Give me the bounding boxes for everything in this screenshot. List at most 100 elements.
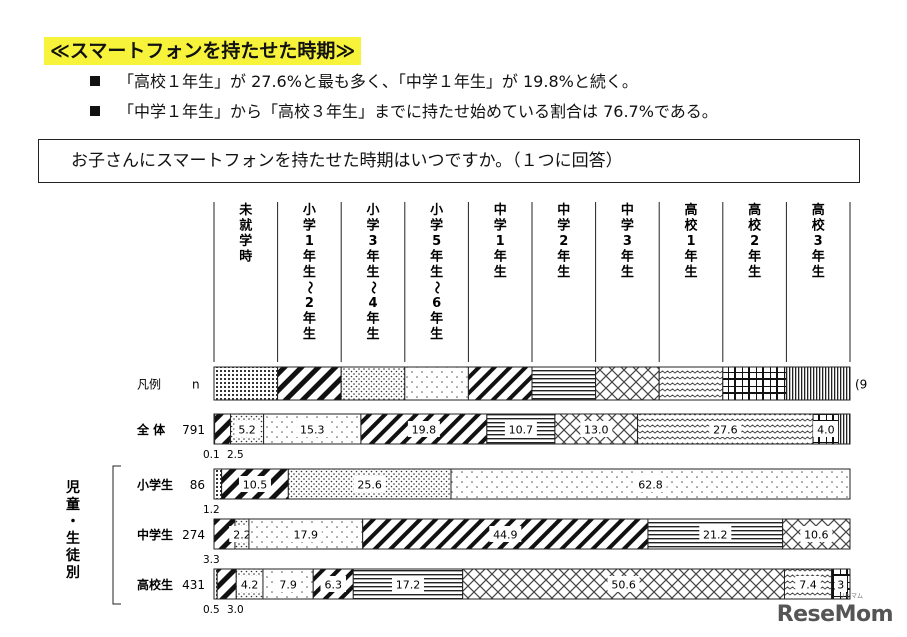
category-header-label: 高 xyxy=(684,202,697,218)
bar-segment xyxy=(838,413,851,445)
category-header-label: 生 xyxy=(366,326,379,342)
row-label: 高校生 xyxy=(137,577,173,592)
category-header-label: 中 xyxy=(557,202,570,218)
bar-value-bg xyxy=(607,576,640,592)
bar-segment xyxy=(216,568,237,600)
bar-small-value-label: 0.5 xyxy=(203,604,220,616)
category-header-label: 小 xyxy=(366,203,379,218)
resemom-logo-sub: リセマム xyxy=(838,593,863,600)
legend-n-header: n xyxy=(192,378,200,392)
category-header-label: 小 xyxy=(303,203,316,218)
group-label-char: ・ xyxy=(66,514,80,530)
bar-value-label: 62.8 xyxy=(638,479,663,492)
row-n: 791 xyxy=(182,423,205,437)
bar-value-bg xyxy=(289,526,322,542)
group-label-char: 別 xyxy=(65,565,80,581)
bar-value-bg xyxy=(489,526,522,542)
category-header-label: 学 xyxy=(557,218,570,234)
category-headers: 未就学時小学1年生～2年生小学3年生～4年生小学5年生～6年生中学1年生中学2年… xyxy=(213,202,851,362)
row-n: 86 xyxy=(190,478,205,492)
bar-value-bg xyxy=(407,421,440,437)
bullet-square-icon xyxy=(90,106,100,116)
category-header-label: ～ xyxy=(365,281,380,294)
bar-value-label: 50.6 xyxy=(611,579,636,592)
bar-value-label: 2.2 xyxy=(233,529,251,542)
category-header-label: 生 xyxy=(748,264,761,280)
category-header-label: 3 xyxy=(623,234,632,249)
bar-value-bg xyxy=(275,576,301,592)
category-header-label: 2 xyxy=(750,234,759,249)
category-header-label: 1 xyxy=(686,234,695,249)
category-header-label: 生 xyxy=(684,264,697,280)
bar-value-bg xyxy=(320,576,346,592)
bar-value-label: 10.5 xyxy=(243,479,268,492)
legend-swatch xyxy=(531,366,597,401)
legend-swatch xyxy=(467,366,533,401)
legend-clipped-text: (9 xyxy=(855,378,867,392)
category-header-label: 高 xyxy=(812,202,825,218)
bar-value-label: 17.2 xyxy=(396,579,421,592)
category-header-label: 小 xyxy=(430,203,443,218)
bar-value-bg xyxy=(813,421,839,437)
category-header-label: 生 xyxy=(494,264,507,280)
section-title: ≪スマートフォンを持たせた時期≫ xyxy=(44,37,362,65)
legend-swatch xyxy=(213,366,279,401)
category-header-label: 校 xyxy=(748,218,762,234)
question-box: お子さんにスマートフォンを持たせた時期はいつですか。（１つに回答） xyxy=(38,139,860,183)
category-header-label: ～ xyxy=(429,281,444,294)
bar-value-label: 5.2 xyxy=(238,424,256,437)
group-label-char: 生 xyxy=(66,530,80,547)
category-header-label: 学 xyxy=(303,218,316,234)
category-header-label: 年 xyxy=(621,249,634,265)
category-header-label: 高 xyxy=(748,202,761,218)
category-header-label: 年 xyxy=(430,249,443,265)
bullet-square-icon xyxy=(90,76,100,86)
bar-value-bg xyxy=(391,576,424,592)
bar-value-label: 7.9 xyxy=(279,579,297,592)
bar-value-bg xyxy=(238,476,271,492)
bar-value-label: 21.2 xyxy=(703,529,728,542)
category-header-label: 3 xyxy=(814,234,823,249)
category-header-label: 学 xyxy=(366,218,379,234)
bar-value-label: 17.9 xyxy=(294,529,319,542)
bar-value-bg xyxy=(504,421,537,437)
bar-value-label: 27.6 xyxy=(713,424,738,437)
category-header-label: 5 xyxy=(432,234,441,249)
row-label: 小学生 xyxy=(137,477,173,492)
legend-label: 凡例 xyxy=(137,378,161,392)
bar-value-label: 10.7 xyxy=(509,424,534,437)
bar-value-label: 15.3 xyxy=(300,424,325,437)
category-header-label: 年 xyxy=(303,311,316,327)
category-header-label: 生 xyxy=(430,326,443,342)
stacked-bar-chart: 未就学時小学1年生～2年生小学3年生～4年生小学5年生～6年生中学1年生中学2年… xyxy=(65,202,867,616)
category-header-label: 年 xyxy=(748,249,761,265)
bar-value-bg xyxy=(699,526,732,542)
bar-value-bg xyxy=(709,421,742,437)
category-header-label: 学 xyxy=(430,218,443,234)
category-header-label: 中 xyxy=(621,202,634,218)
legend-swatch xyxy=(340,366,406,401)
bar-value-bg xyxy=(229,526,255,542)
bar-small-value-label: 0.1 xyxy=(203,449,220,461)
bar-value-bg xyxy=(634,476,667,492)
category-header-label: 6 xyxy=(432,296,441,311)
category-header-label: 年 xyxy=(366,311,379,327)
bar-value-label: 44.9 xyxy=(493,529,518,542)
category-header-label: 学 xyxy=(494,218,507,234)
bar-value-label: 6.3 xyxy=(325,579,343,592)
category-header-label: 生 xyxy=(303,326,316,342)
category-header-label: 校 xyxy=(684,218,698,234)
category-header-label: 年 xyxy=(684,249,697,265)
category-header-label: 時 xyxy=(239,249,252,265)
bar-small-value-label: 3.3 xyxy=(203,554,220,566)
row-label: 中学生 xyxy=(137,527,173,542)
group-label-char: 徒 xyxy=(65,547,81,564)
bar-value-label: 13.0 xyxy=(584,424,609,437)
group-bracket xyxy=(112,465,121,605)
bar-value-label: 3 xyxy=(837,579,844,592)
bar-value-bg xyxy=(353,476,386,492)
row-label: 全 体 xyxy=(136,422,166,437)
bar-small-value-label: 2.5 xyxy=(227,449,244,461)
category-header-label: 生 xyxy=(557,264,570,280)
category-header-label: 年 xyxy=(812,249,825,265)
